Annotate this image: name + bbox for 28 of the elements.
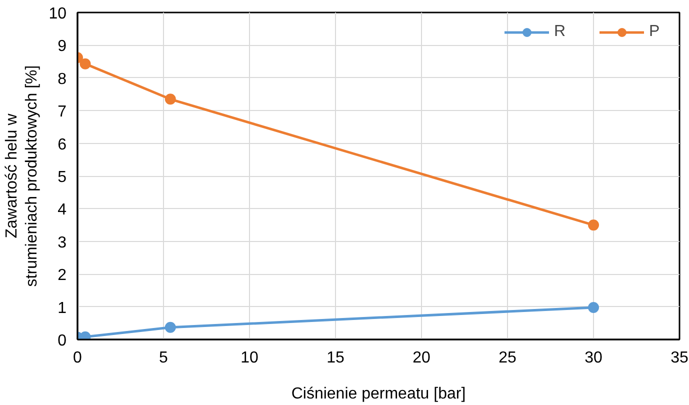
x-tick-label: 10 bbox=[240, 350, 258, 366]
y-tick-label: 0 bbox=[58, 332, 67, 350]
x-tick-label: 0 bbox=[73, 350, 82, 366]
y-tick-label: 7 bbox=[58, 104, 67, 121]
legend-label: P bbox=[649, 23, 661, 41]
y-axis-title: Zawartość helu w strumieniach produktowych [%] bbox=[3, 65, 41, 287]
point bbox=[588, 220, 599, 231]
x-tick-label: 5 bbox=[159, 350, 168, 366]
y-tick-label: 9 bbox=[58, 38, 67, 56]
point bbox=[164, 322, 176, 333]
point bbox=[80, 58, 91, 70]
x-tick-label: 30 bbox=[584, 350, 602, 366]
y-tick-label: 8 bbox=[58, 70, 67, 88]
y-tick-label: 10 bbox=[48, 6, 67, 22]
x-axis-title: Ciśnienie permeatu [bar] bbox=[291, 386, 466, 402]
y-tick-label: 4 bbox=[58, 202, 67, 219]
x-tick-label: 35 bbox=[670, 350, 688, 366]
y-tick-label: 3 bbox=[58, 234, 67, 252]
legend-label: R bbox=[554, 23, 567, 41]
y-tick-label: 5 bbox=[58, 169, 67, 186]
x-tick-label: 20 bbox=[412, 350, 430, 366]
y-tick-label: 2 bbox=[58, 267, 67, 284]
point bbox=[588, 302, 599, 313]
x-tick-label: 15 bbox=[326, 350, 344, 366]
x-tick-label: 25 bbox=[498, 350, 516, 366]
point bbox=[164, 94, 176, 105]
y-tick-label: 1 bbox=[58, 300, 67, 317]
y-tick-label: 6 bbox=[58, 136, 67, 154]
